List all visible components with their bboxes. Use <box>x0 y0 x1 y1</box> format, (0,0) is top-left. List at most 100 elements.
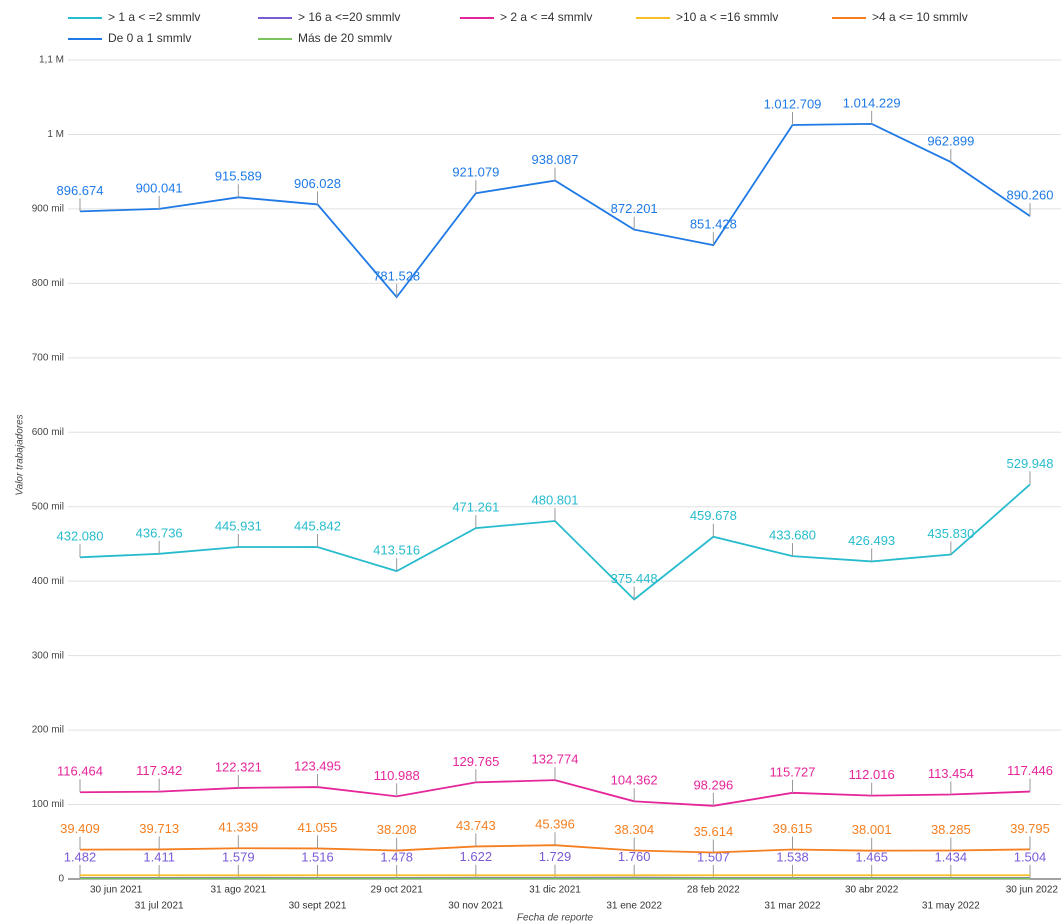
data-label: 117.446 <box>1007 763 1053 778</box>
data-label: 104.362 <box>611 773 658 788</box>
y-tick-label: 600 mil <box>32 427 64 438</box>
legend-label: Más de 20 smmlv <box>298 31 392 45</box>
data-label: 45.396 <box>535 817 575 832</box>
y-tick-label: 1,1 M <box>39 55 64 66</box>
data-label: 38.304 <box>614 822 654 837</box>
data-label: 938.087 <box>532 152 579 167</box>
data-label: 890.260 <box>1007 188 1054 203</box>
x-tick-label: 31 jul 2021 <box>135 901 184 912</box>
x-tick-label: 31 ene 2022 <box>606 901 662 912</box>
data-label: 1.504 <box>1014 849 1047 864</box>
x-tick-label: 30 nov 2021 <box>448 901 503 912</box>
data-label: 781.528 <box>373 269 420 284</box>
y-tick-label: 700 mil <box>32 352 64 363</box>
y-tick-label: 1 M <box>47 129 64 140</box>
data-label: 1.012.709 <box>764 96 822 111</box>
data-label: 38.208 <box>377 822 417 837</box>
data-label: 872.201 <box>611 201 658 216</box>
data-label: 435.830 <box>927 526 974 541</box>
data-label: 1.434 <box>935 849 968 864</box>
data-label: 39.795 <box>1010 821 1050 836</box>
data-label: 35.614 <box>693 824 733 839</box>
series-line <box>79 779 1031 807</box>
data-label: 1.478 <box>380 849 413 864</box>
legend-label: > 2 a < =4 smmlv <box>500 10 592 24</box>
data-label: 41.055 <box>298 820 338 835</box>
data-label: 433.680 <box>769 528 816 543</box>
data-label: 129.765 <box>452 754 499 769</box>
legend-label: >10 a < =16 smmlv <box>676 10 778 24</box>
data-label: 445.931 <box>215 518 262 533</box>
y-tick-label: 400 mil <box>32 576 64 587</box>
data-label: 39.615 <box>773 821 813 836</box>
data-label: 132.774 <box>532 752 579 767</box>
data-label: 921.079 <box>452 165 499 180</box>
legend-label: >4 a <= 10 smmlv <box>872 10 968 24</box>
data-label: 375.448 <box>611 571 658 586</box>
x-tick-label: 30 jun 2022 <box>1006 885 1059 896</box>
data-label: 962.899 <box>927 134 974 149</box>
data-label: 38.285 <box>931 822 971 837</box>
y-tick-label: 300 mil <box>32 650 64 661</box>
data-label: 432.080 <box>57 529 104 544</box>
y-tick-label: 200 mil <box>32 725 64 736</box>
data-label: 915.589 <box>215 169 262 184</box>
data-label: 459.678 <box>690 508 737 523</box>
data-label: 1.014.229 <box>843 95 901 110</box>
data-label: 116.464 <box>57 764 103 779</box>
data-label: 1.579 <box>222 849 255 864</box>
data-label: 1.760 <box>618 849 651 864</box>
x-tick-label: 31 may 2022 <box>922 901 980 912</box>
data-label: 112.016 <box>849 767 895 782</box>
data-label: 110.988 <box>374 768 420 783</box>
x-tick-label: 30 abr 2022 <box>845 885 899 896</box>
series-line <box>79 122 1031 299</box>
data-label: 113.454 <box>928 766 974 781</box>
data-label: 900.041 <box>136 180 183 195</box>
data-label: 480.801 <box>532 492 579 507</box>
data-label: 906.028 <box>294 176 341 191</box>
data-label: 471.261 <box>452 500 499 515</box>
data-label: 38.001 <box>852 822 892 837</box>
data-label: 1.622 <box>460 849 493 864</box>
legend-label: > 16 a <=20 smmlv <box>298 10 400 24</box>
data-label: 43.743 <box>456 818 496 833</box>
data-label: 39.713 <box>139 821 179 836</box>
x-axis-label: Fecha de reporte <box>517 913 594 924</box>
x-tick-label: 29 oct 2021 <box>371 885 424 896</box>
legend-label: > 1 a < =2 smmlv <box>108 10 200 24</box>
x-tick-label: 31 dic 2021 <box>529 885 581 896</box>
y-tick-label: 500 mil <box>32 501 64 512</box>
y-tick-label: 800 mil <box>32 278 64 289</box>
y-tick-label: 0 <box>58 874 64 885</box>
legend-label: De 0 a 1 smmlv <box>108 31 191 45</box>
data-label: 122.321 <box>215 759 262 774</box>
data-label: 1.516 <box>301 849 334 864</box>
data-label: 426.493 <box>848 533 895 548</box>
data-label: 1.729 <box>539 849 572 864</box>
data-label: 1.482 <box>64 849 97 864</box>
y-axis-label: Valor trabajadores <box>15 414 26 495</box>
data-label: 117.342 <box>136 763 182 778</box>
x-tick-label: 31 ago 2021 <box>211 885 267 896</box>
x-tick-label: 30 sept 2021 <box>289 901 347 912</box>
data-label: 1.465 <box>855 849 888 864</box>
data-label: 1.538 <box>776 849 809 864</box>
data-label: 436.736 <box>136 525 183 540</box>
data-label: 115.727 <box>769 764 815 779</box>
data-label: 39.409 <box>60 821 100 836</box>
x-tick-label: 28 feb 2022 <box>687 885 740 896</box>
data-label: 896.674 <box>57 183 104 198</box>
data-label: 851.428 <box>690 217 737 232</box>
data-label: 529.948 <box>1007 456 1054 471</box>
data-label: 445.842 <box>294 518 341 533</box>
data-label: 1.411 <box>143 849 175 864</box>
x-tick-label: 30 jun 2021 <box>90 885 143 896</box>
y-tick-label: 100 mil <box>32 799 64 810</box>
x-tick-label: 31 mar 2022 <box>764 901 821 912</box>
data-label: 41.339 <box>218 820 258 835</box>
data-label: 98.296 <box>693 777 733 792</box>
y-tick-label: 900 mil <box>32 204 64 215</box>
data-label: 123.495 <box>294 758 341 773</box>
